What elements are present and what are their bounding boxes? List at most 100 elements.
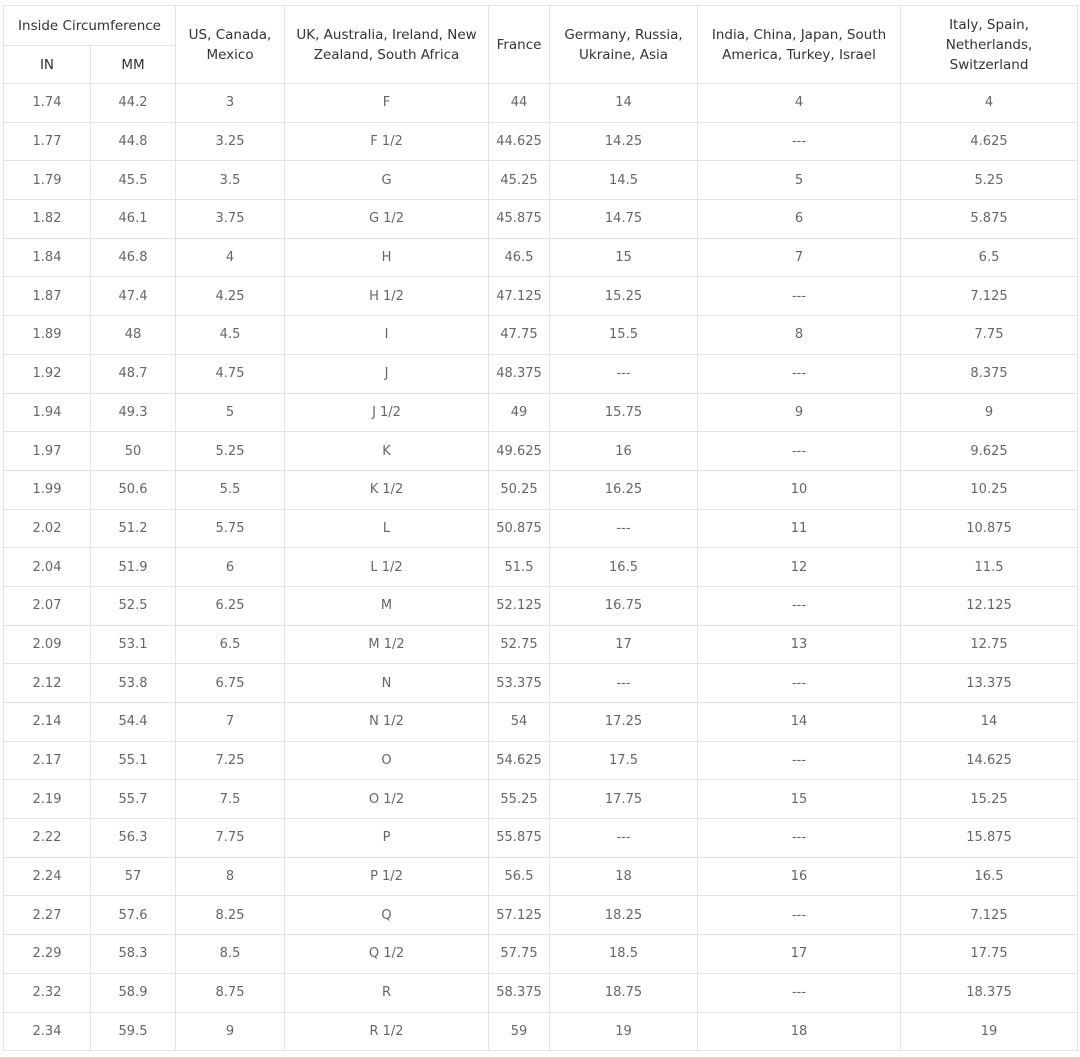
table-cell: G 1/2 [284,199,490,239]
table-cell: 1.99 [3,469,91,510]
table-cell: 49.3 [89,392,177,433]
table-cell: 2.27 [3,895,91,936]
table-cell: 4.75 [175,353,286,394]
table-cell: 17 [549,624,699,665]
table-cell: 2.29 [3,934,91,974]
table-cell: 2.17 [3,740,91,781]
table-cell: 53.375 [488,663,551,703]
column-header: France [488,5,551,84]
table-cell: 15.25 [900,779,1079,820]
table-cell: --- [697,585,902,626]
column-header: India, China, Japan, South America, Turk… [697,5,902,84]
table-cell: 53.1 [89,624,177,665]
table-cell: 4 [697,83,902,123]
table-cell: 7 [697,237,902,278]
table-row: 1.99 50.6 5.5 K 1/2 50.25 16.25 10 10.25 [3,469,1079,510]
table-cell: 48.375 [488,353,551,394]
table-row: 2.22 56.3 7.75 P 55.875 --- --- 15.875 [3,818,1079,858]
table-cell: 12 [697,547,902,587]
table-cell: --- [549,353,699,394]
table-cell: 57.6 [89,895,177,936]
table-row: 2.14 54.4 7 N 1/2 54 17.25 14 14 [3,702,1079,742]
table-row: 2.32 58.9 8.75 R 58.375 18.75 --- 18.375 [3,972,1079,1013]
table-cell: 8.5 [175,934,286,974]
table-cell: 3 [175,83,286,123]
table-cell: 5.25 [900,160,1079,201]
table-cell: 7.5 [175,779,286,820]
table-cell: 47.4 [89,276,177,317]
column-header: Italy, Spain, Netherlands, Switzerland [900,5,1079,84]
table-cell: 17 [697,934,902,974]
table-cell: 2.09 [3,624,91,665]
table-row: 2.34 59.5 9 R 1/2 59 19 18 19 [3,1011,1079,1052]
table-row: 1.74 44.2 3 F 44 14 4 4 [3,83,1079,123]
table-cell: 13.375 [900,663,1079,703]
table-cell: 1.79 [3,160,91,201]
table-cell: I [284,315,490,355]
table-cell: 14.75 [549,199,699,239]
table-cell: 48 [89,315,177,355]
table-row: 1.79 45.5 3.5 G 45.25 14.5 5 5.25 [3,160,1079,201]
table-cell: 7.25 [175,740,286,781]
table-cell: 2.32 [3,972,91,1013]
table-cell: 14 [549,83,699,123]
table-cell: 1.87 [3,276,91,317]
table-cell: --- [697,431,902,471]
table-cell: 58.375 [488,972,551,1013]
table-row: 2.24 57 8 P 1/2 56.5 18 16 16.5 [3,856,1079,897]
table-cell: 8 [697,315,902,355]
table-cell: 3.25 [175,121,286,162]
table-cell: 49 [488,392,551,433]
table-cell: G [284,160,490,201]
table-cell: 5 [175,392,286,433]
table-cell: 55.1 [89,740,177,781]
table-cell: 44.8 [89,121,177,162]
table-cell: 2.12 [3,663,91,703]
table-cell: 11.5 [900,547,1079,587]
table-cell: 1.74 [3,83,91,123]
table-cell: 55.875 [488,818,551,858]
table-cell: 54.625 [488,740,551,781]
table-cell: 58.9 [89,972,177,1013]
table-cell: 44.625 [488,121,551,162]
table-cell: --- [697,353,902,394]
table-row: 2.07 52.5 6.25 M 52.125 16.75 --- 12.125 [3,585,1079,626]
table-cell: 8.75 [175,972,286,1013]
table-cell: 46.8 [89,237,177,278]
table-cell: 45.875 [488,199,551,239]
table-row: 2.02 51.2 5.75 L 50.875 --- 11 10.875 [3,508,1079,549]
table-cell: 2.07 [3,585,91,626]
table-cell: 16.5 [549,547,699,587]
table-row: 1.82 46.1 3.75 G 1/2 45.875 14.75 6 5.875 [3,199,1079,239]
table-cell: 19 [900,1011,1079,1052]
table-cell: 44 [488,83,551,123]
table-cell: 55.7 [89,779,177,820]
table-cell: 6 [697,199,902,239]
table-cell: 7 [175,702,286,742]
table-cell: 48.7 [89,353,177,394]
table-row: 2.09 53.1 6.5 M 1/2 52.75 17 13 12.75 [3,624,1079,665]
table-cell: 52.5 [89,585,177,626]
table-cell: --- [697,740,902,781]
table-cell: M [284,585,490,626]
table-cell: 18 [697,1011,902,1052]
table-cell: --- [697,121,902,162]
table-cell: J [284,353,490,394]
table-cell: 10.25 [900,469,1079,510]
sub-header: IN [3,45,91,84]
table-cell: 12.75 [900,624,1079,665]
table-cell: L 1/2 [284,547,490,587]
table-cell: 56.3 [89,818,177,858]
table-cell: 51.5 [488,547,551,587]
table-cell: 52.125 [488,585,551,626]
table-cell: 57.75 [488,934,551,974]
table-cell: J 1/2 [284,392,490,433]
table-cell: 2.24 [3,856,91,897]
table-cell: 6 [175,547,286,587]
table-cell: --- [549,508,699,549]
table-cell: 5 [697,160,902,201]
table-cell: 55.25 [488,779,551,820]
table-cell: 15.5 [549,315,699,355]
table-cell: 9.625 [900,431,1079,471]
header-row: Inside Circumference US, Canada, Mexico UK… [2,5,1079,84]
